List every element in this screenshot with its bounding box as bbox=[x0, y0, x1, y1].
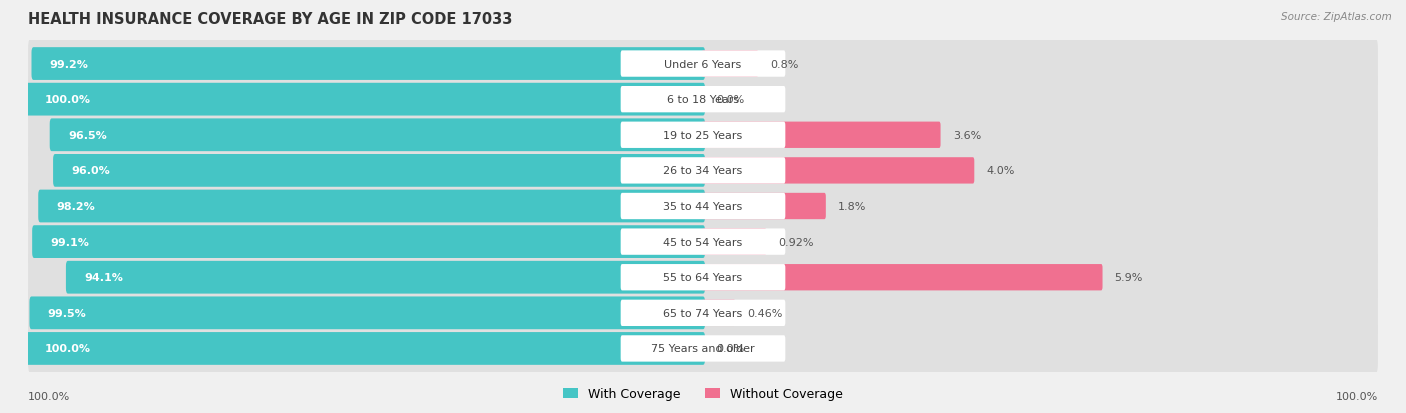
FancyBboxPatch shape bbox=[620, 51, 786, 78]
FancyBboxPatch shape bbox=[620, 300, 786, 326]
FancyBboxPatch shape bbox=[28, 145, 1378, 197]
Legend: With Coverage, Without Coverage: With Coverage, Without Coverage bbox=[558, 382, 848, 405]
Text: Under 6 Years: Under 6 Years bbox=[665, 59, 741, 69]
Text: 19 to 25 Years: 19 to 25 Years bbox=[664, 131, 742, 140]
FancyBboxPatch shape bbox=[31, 48, 704, 81]
FancyBboxPatch shape bbox=[702, 300, 735, 326]
FancyBboxPatch shape bbox=[49, 119, 704, 152]
Text: 3.6%: 3.6% bbox=[953, 131, 981, 140]
Text: 99.1%: 99.1% bbox=[51, 237, 89, 247]
FancyBboxPatch shape bbox=[38, 190, 704, 223]
Text: HEALTH INSURANCE COVERAGE BY AGE IN ZIP CODE 17033: HEALTH INSURANCE COVERAGE BY AGE IN ZIP … bbox=[28, 12, 513, 27]
Text: Source: ZipAtlas.com: Source: ZipAtlas.com bbox=[1281, 12, 1392, 22]
Text: 35 to 44 Years: 35 to 44 Years bbox=[664, 202, 742, 211]
FancyBboxPatch shape bbox=[28, 109, 1378, 162]
FancyBboxPatch shape bbox=[702, 264, 1102, 291]
Text: 26 to 34 Years: 26 to 34 Years bbox=[664, 166, 742, 176]
Text: 4.0%: 4.0% bbox=[987, 166, 1015, 176]
Text: 55 to 64 Years: 55 to 64 Years bbox=[664, 273, 742, 282]
Text: 0.46%: 0.46% bbox=[748, 308, 783, 318]
FancyBboxPatch shape bbox=[702, 122, 941, 149]
Text: 65 to 74 Years: 65 to 74 Years bbox=[664, 308, 742, 318]
FancyBboxPatch shape bbox=[53, 154, 704, 188]
FancyBboxPatch shape bbox=[620, 335, 786, 362]
Text: 1.8%: 1.8% bbox=[838, 202, 866, 211]
FancyBboxPatch shape bbox=[30, 297, 704, 330]
FancyBboxPatch shape bbox=[620, 193, 786, 220]
FancyBboxPatch shape bbox=[702, 229, 766, 255]
Text: 94.1%: 94.1% bbox=[84, 273, 122, 282]
FancyBboxPatch shape bbox=[32, 225, 704, 259]
FancyBboxPatch shape bbox=[702, 158, 974, 184]
Text: 98.2%: 98.2% bbox=[56, 202, 96, 211]
FancyBboxPatch shape bbox=[28, 216, 1378, 268]
FancyBboxPatch shape bbox=[620, 122, 786, 149]
FancyBboxPatch shape bbox=[28, 287, 1378, 339]
Text: 45 to 54 Years: 45 to 54 Years bbox=[664, 237, 742, 247]
FancyBboxPatch shape bbox=[28, 322, 1378, 375]
Text: 0.8%: 0.8% bbox=[770, 59, 799, 69]
FancyBboxPatch shape bbox=[27, 332, 704, 365]
FancyBboxPatch shape bbox=[620, 87, 786, 113]
Text: 0.0%: 0.0% bbox=[717, 95, 745, 105]
FancyBboxPatch shape bbox=[28, 251, 1378, 304]
Text: 96.5%: 96.5% bbox=[67, 131, 107, 140]
Text: 0.92%: 0.92% bbox=[779, 237, 814, 247]
FancyBboxPatch shape bbox=[28, 180, 1378, 233]
Text: 6 to 18 Years: 6 to 18 Years bbox=[666, 95, 740, 105]
FancyBboxPatch shape bbox=[28, 38, 1378, 91]
FancyBboxPatch shape bbox=[702, 51, 758, 78]
FancyBboxPatch shape bbox=[702, 193, 825, 220]
Text: 100.0%: 100.0% bbox=[28, 391, 70, 401]
Text: 99.2%: 99.2% bbox=[49, 59, 89, 69]
FancyBboxPatch shape bbox=[66, 261, 704, 294]
Text: 99.5%: 99.5% bbox=[48, 308, 86, 318]
Text: 100.0%: 100.0% bbox=[45, 344, 90, 354]
Text: 0.0%: 0.0% bbox=[717, 344, 745, 354]
Text: 5.9%: 5.9% bbox=[1115, 273, 1143, 282]
Text: 100.0%: 100.0% bbox=[45, 95, 90, 105]
FancyBboxPatch shape bbox=[620, 229, 786, 255]
FancyBboxPatch shape bbox=[27, 83, 704, 116]
Text: 75 Years and older: 75 Years and older bbox=[651, 344, 755, 354]
Text: 100.0%: 100.0% bbox=[1336, 391, 1378, 401]
FancyBboxPatch shape bbox=[28, 74, 1378, 126]
FancyBboxPatch shape bbox=[620, 264, 786, 291]
FancyBboxPatch shape bbox=[620, 158, 786, 184]
Text: 96.0%: 96.0% bbox=[72, 166, 110, 176]
